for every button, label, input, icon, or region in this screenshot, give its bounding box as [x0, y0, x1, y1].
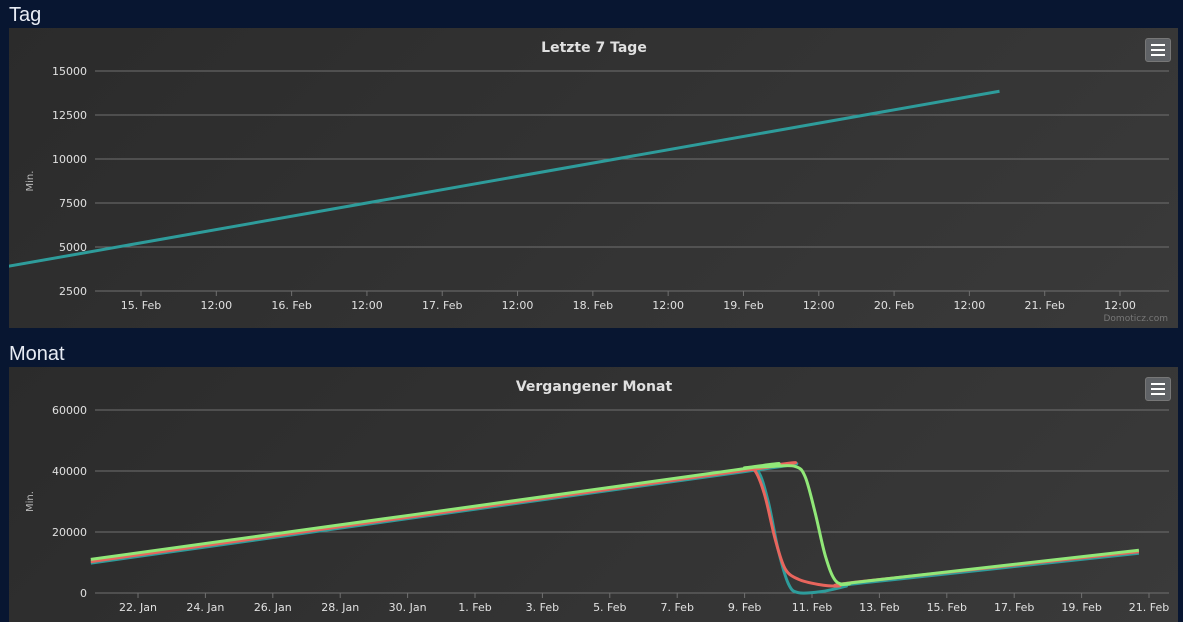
- series-line: [90, 462, 1140, 595]
- y-tick-label: 20000: [52, 526, 87, 539]
- chart-menu-button[interactable]: [1145, 38, 1171, 62]
- x-tick-label: 7. Feb: [660, 601, 693, 614]
- x-tick-label: 12:00: [200, 299, 232, 312]
- x-tick-label: 17. Feb: [422, 299, 462, 312]
- section-title-month: Monat: [9, 343, 65, 365]
- credit-link[interactable]: Domoticz.com: [1103, 314, 1169, 324]
- x-tick-label: 21. Feb: [1024, 299, 1064, 312]
- x-tick-label: 22. Jan: [119, 601, 157, 614]
- x-tick-label: 3. Feb: [526, 601, 559, 614]
- x-tick-label: 12:00: [502, 299, 534, 312]
- x-tick-label: 24. Jan: [186, 601, 224, 614]
- x-tick-label: 12:00: [803, 299, 835, 312]
- chart-title: Vergangener Monat: [516, 379, 673, 395]
- x-tick-label: 12:00: [954, 299, 986, 312]
- y-tick-label: 15000: [52, 65, 87, 78]
- chart-menu-button[interactable]: [1145, 377, 1171, 401]
- x-tick-label: 9. Feb: [728, 601, 761, 614]
- x-tick-label: 19. Feb: [723, 299, 763, 312]
- y-tick-label: 0: [80, 587, 87, 600]
- y-tick-label: 12500: [52, 109, 87, 122]
- chart-month: Vergangener Monat 0 20000 40000 60000 Min. 22.…: [25, 379, 1169, 614]
- hamburger-icon: [1151, 54, 1165, 56]
- section-title-day: Tag: [9, 4, 42, 26]
- x-tick-label: 26. Jan: [254, 601, 292, 614]
- chart-title: Letzte 7 Tage: [541, 40, 647, 56]
- x-tick-label: 28. Jan: [321, 601, 359, 614]
- y-tick-label: 60000: [52, 404, 87, 417]
- y-tick-label: 7500: [59, 197, 87, 210]
- hamburger-icon: [1151, 44, 1165, 46]
- chart-panel-month: Vergangener Monat 0 20000 40000 60000 Min. 22.…: [9, 367, 1178, 622]
- x-tick-label: 21. Feb: [1129, 601, 1169, 614]
- hamburger-icon: [1151, 388, 1165, 390]
- x-tick-label: 19. Feb: [1061, 601, 1101, 614]
- x-tick-label: 30. Jan: [389, 601, 427, 614]
- y-axis-label: Min.: [25, 491, 36, 512]
- x-tick-label: 20. Feb: [874, 299, 914, 312]
- x-tick-label: 12:00: [652, 299, 684, 312]
- y-tick-label: 2500: [59, 285, 87, 298]
- chart-panel-week: Letzte 7 Tage 2500 5000 7500 10000 12500 15000…: [9, 28, 1178, 328]
- y-tick-label: 10000: [52, 153, 87, 166]
- y-axis-label: Min.: [25, 171, 36, 192]
- series-line: [90, 462, 1140, 587]
- x-tick-label: 1. Feb: [458, 601, 491, 614]
- x-tick-label: 17. Feb: [994, 601, 1034, 614]
- x-tick-label: 5. Feb: [593, 601, 626, 614]
- x-tick-label: 11. Feb: [792, 601, 832, 614]
- x-tick-label: 12:00: [1104, 299, 1136, 312]
- hamburger-icon: [1151, 393, 1165, 395]
- x-tick-label: 15. Feb: [927, 601, 967, 614]
- series-line: [9, 89, 1000, 268]
- chart-week: Letzte 7 Tage 2500 5000 7500 10000 12500 15000…: [9, 40, 1169, 312]
- y-tick-label: 40000: [52, 465, 87, 478]
- x-tick-label: 16. Feb: [271, 299, 311, 312]
- x-tick-label: 15. Feb: [121, 299, 161, 312]
- x-tick-label: 12:00: [351, 299, 383, 312]
- x-tick-label: 13. Feb: [859, 601, 899, 614]
- hamburger-icon: [1151, 49, 1165, 51]
- hamburger-icon: [1151, 383, 1165, 385]
- x-tick-label: 18. Feb: [573, 299, 613, 312]
- y-tick-label: 5000: [59, 241, 87, 254]
